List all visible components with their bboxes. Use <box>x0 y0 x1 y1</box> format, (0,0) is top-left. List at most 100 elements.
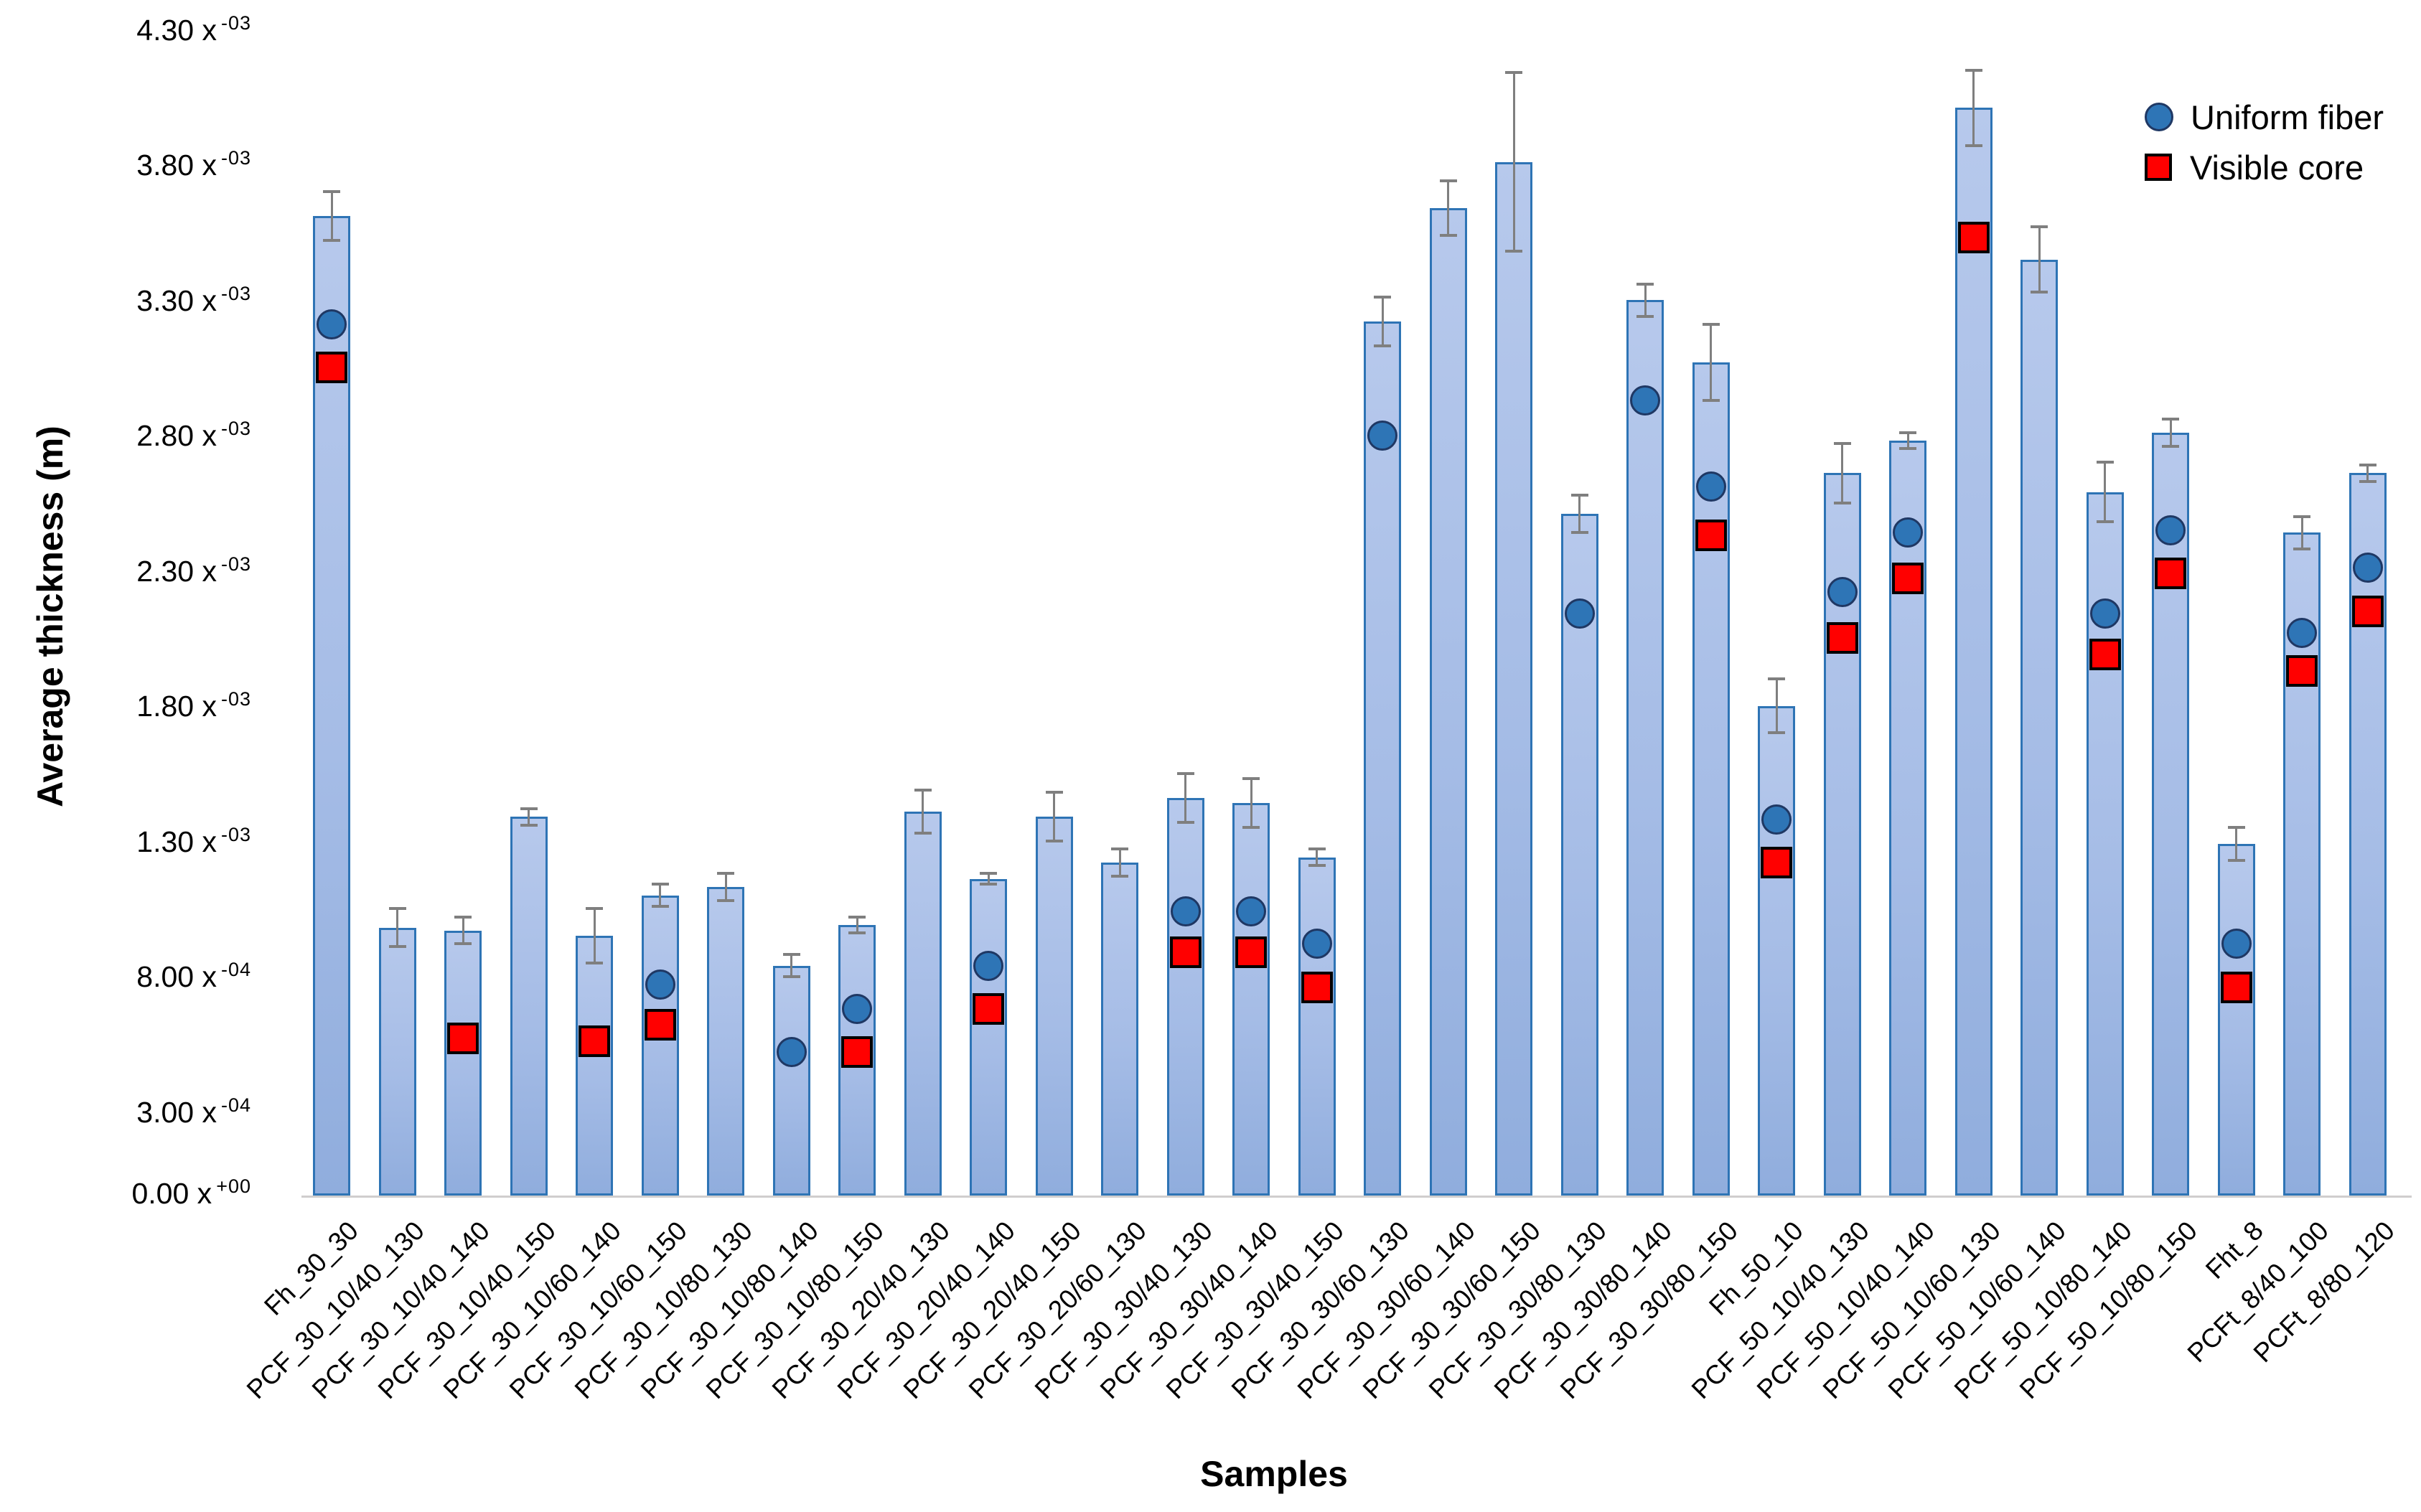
error-bar-cap <box>2293 515 2310 518</box>
error-bar-cap <box>1833 501 1851 504</box>
uniform-fiber-marker <box>2089 598 2120 629</box>
bar <box>1232 803 1270 1196</box>
error-bar-cap <box>717 899 734 903</box>
uniform-fiber-marker <box>1170 896 1201 927</box>
error-bar <box>2169 419 2172 446</box>
error-bar-cap <box>782 975 800 978</box>
visible-core-marker <box>644 1009 676 1041</box>
y-tick-label: 4.30 x -03 <box>136 11 251 47</box>
visible-core-marker <box>579 1025 610 1058</box>
bar <box>1626 300 1664 1196</box>
visible-core-marker <box>1826 622 1858 654</box>
error-bar-cap <box>1833 441 1851 445</box>
bar <box>1889 441 1926 1196</box>
error-bar-cap <box>1242 777 1260 781</box>
error-bar <box>1053 792 1055 842</box>
error-bar <box>2235 827 2237 860</box>
error-bar-cap <box>586 907 603 911</box>
legend-label-visible-core: Visible core <box>2190 148 2364 187</box>
error-bar-cap <box>980 872 997 875</box>
uniform-fiber-marker <box>1695 471 1726 502</box>
bar <box>378 927 416 1196</box>
x-axis-title: Samples <box>1200 1454 1348 1494</box>
error-bar <box>396 908 398 947</box>
legend-label-uniform-fiber: Uniform fiber <box>2191 98 2384 136</box>
uniform-fiber-marker <box>645 969 675 1000</box>
y-tick-label: 2.30 x -03 <box>136 553 251 588</box>
error-bar-cap <box>1702 323 1720 327</box>
bar <box>1166 797 1204 1196</box>
visible-core-marker <box>841 1036 873 1069</box>
error-bar <box>922 789 924 833</box>
error-bar <box>790 954 792 977</box>
y-tick-label: 1.80 x -03 <box>136 688 251 723</box>
y-tick-label: 3.80 x -03 <box>136 147 251 182</box>
error-bar-cap <box>848 915 866 919</box>
error-bar-cap <box>454 942 472 946</box>
uniform-fiber-marker <box>1564 598 1595 629</box>
error-bar <box>2366 465 2369 482</box>
bar <box>1495 161 1532 1196</box>
error-bar-cap <box>2031 225 2048 229</box>
error-bar-cap <box>2359 464 2376 467</box>
error-bar-cap <box>1965 144 1982 148</box>
error-bar-cap <box>1308 864 1326 868</box>
error-bar-cap <box>1636 314 1654 318</box>
uniform-fiber-marker <box>842 993 872 1024</box>
error-bar-cap <box>651 904 669 908</box>
visible-core-marker <box>1235 936 1267 968</box>
bar <box>2086 492 2124 1196</box>
error-bar <box>1316 849 1318 866</box>
error-bar <box>2300 516 2303 549</box>
error-bar-cap <box>1505 250 1522 253</box>
error-bar <box>593 908 596 963</box>
error-bar-cap <box>1702 398 1720 402</box>
error-bar-cap <box>323 190 340 194</box>
bar <box>772 965 810 1196</box>
bar <box>1429 207 1467 1196</box>
error-bar-cap <box>2031 290 2048 294</box>
bar <box>2217 843 2255 1196</box>
visible-core-marker <box>2286 654 2318 687</box>
error-bar <box>528 808 530 825</box>
y-tick-label: 2.80 x -03 <box>136 418 251 453</box>
error-bar-cap <box>520 807 538 810</box>
error-bar-cap <box>1636 282 1654 286</box>
y-tick-label: 0.00 x +00 <box>131 1175 251 1210</box>
error-bar-cap <box>1176 820 1194 824</box>
error-bar-cap <box>454 915 472 919</box>
legend-item-visible-core: Visible core <box>2145 142 2384 192</box>
error-bar-cap <box>1439 233 1457 237</box>
error-bar-cap <box>2227 826 2245 830</box>
uniform-fiber-legend-icon <box>2145 103 2173 131</box>
y-tick-label: 1.30 x -03 <box>136 823 251 858</box>
visible-core-marker <box>447 1023 479 1055</box>
error-bar <box>1972 70 1975 146</box>
uniform-fiber-marker <box>2221 929 2252 959</box>
bar <box>707 887 744 1196</box>
error-bar-cap <box>651 883 669 886</box>
error-bar <box>1118 849 1121 877</box>
error-bar <box>1710 324 1712 400</box>
visible-core-marker <box>1761 847 1792 879</box>
error-bar-cap <box>1045 791 1063 794</box>
visible-core-marker <box>1695 520 1727 552</box>
error-bar <box>1381 297 1384 347</box>
error-bar-cap <box>1505 71 1522 75</box>
error-bar-cap <box>520 823 538 827</box>
x-axis-line <box>301 1196 2412 1198</box>
uniform-fiber-marker <box>1761 804 1792 835</box>
visible-core-marker <box>1169 936 1202 968</box>
bar <box>2152 432 2189 1196</box>
error-bar <box>1906 432 1909 449</box>
bar <box>641 895 679 1196</box>
error-bar-cap <box>1045 840 1063 843</box>
visible-core-legend-icon <box>2145 154 2172 181</box>
uniform-fiber-marker <box>1236 896 1266 927</box>
error-bar-cap <box>2359 479 2376 483</box>
error-bar <box>724 873 727 901</box>
error-bar <box>659 884 661 906</box>
error-bar-cap <box>1570 531 1588 535</box>
bar <box>970 878 1007 1196</box>
